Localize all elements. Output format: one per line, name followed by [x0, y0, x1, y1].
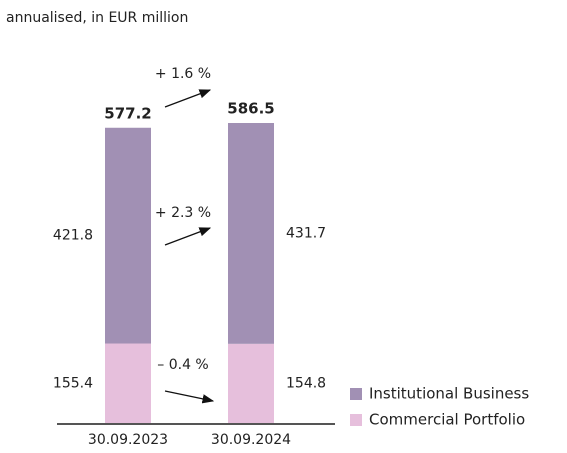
legend-label: Commercial Portfolio [369, 411, 525, 429]
change-annotation: – 0.4 % [157, 357, 208, 373]
total-label: 577.2 [104, 104, 151, 122]
bar-segment [228, 123, 274, 344]
legend-label: Institutional Business [369, 385, 529, 403]
change-annotation: + 2.3 % [155, 205, 211, 221]
total-label: 586.5 [227, 100, 274, 118]
arrow [164, 227, 212, 246]
bar-segment [228, 343, 274, 423]
legend-swatch [350, 388, 362, 400]
value-label: 155.4 [53, 375, 93, 391]
change-annotation: + 1.6 % [155, 66, 211, 82]
value-label: 421.8 [53, 228, 93, 244]
value-label: 154.8 [286, 375, 326, 391]
arrow [164, 390, 215, 404]
x-tick-label: 30.09.2024 [211, 432, 291, 448]
arrow [164, 89, 212, 108]
bar-segment [105, 343, 151, 423]
legend-swatch [350, 414, 362, 426]
value-label: 431.7 [286, 225, 326, 241]
x-tick-label: 30.09.2023 [88, 432, 168, 448]
bar-segment [105, 127, 151, 344]
subtitle: annualised, in EUR million [6, 10, 188, 26]
